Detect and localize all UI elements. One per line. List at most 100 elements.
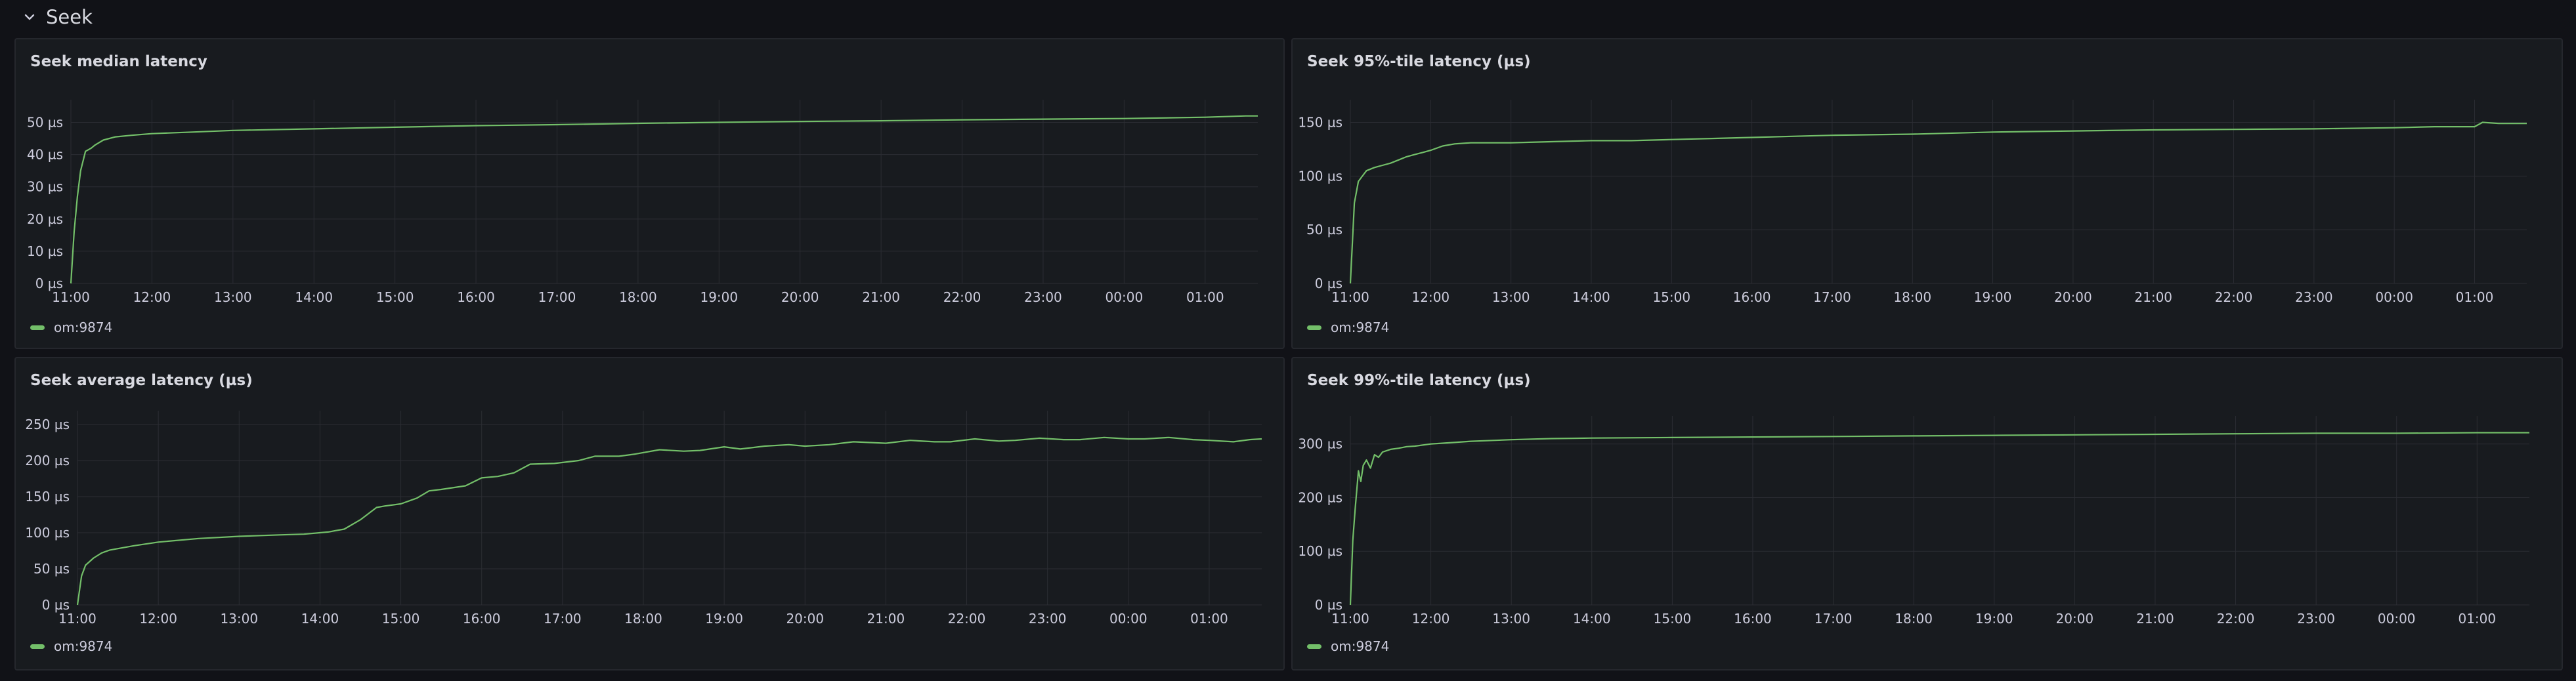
x-tick-label: 16:00: [1734, 611, 1772, 627]
y-tick-label: 0 µs: [1315, 276, 1342, 291]
panel-seek-median-latency[interactable]: Seek median latency 11:00 12:00 13:00 14:00…: [14, 38, 1285, 349]
y-tick-label: 50 µs: [33, 561, 70, 577]
legend-item[interactable]: om:9874: [1307, 318, 1389, 337]
legend-color-swatch: [30, 644, 45, 649]
x-tick-label: 23:00: [1029, 611, 1067, 627]
series-line: [76, 436, 1262, 606]
x-tick-label: 00:00: [2378, 611, 2416, 627]
x-tick-label: 23:00: [1024, 289, 1062, 305]
x-tick-label: 00:00: [1109, 611, 1148, 627]
panel-title[interactable]: Seek 99%-tile latency (µs): [1307, 372, 1531, 389]
y-tick-label: 100 µs: [25, 525, 70, 541]
legend-color-swatch: [30, 325, 45, 330]
y-tick-label: 20 µs: [27, 211, 63, 227]
legend-label: om:9874: [54, 638, 113, 654]
x-tick-label: 17:00: [544, 611, 582, 627]
y-tick-label: 150 µs: [1298, 115, 1342, 131]
series-line: [70, 115, 1258, 284]
x-tick-label: 20:00: [786, 611, 824, 627]
y-tick-label: 0 µs: [35, 276, 63, 291]
x-tick-label: 14:00: [295, 289, 333, 305]
x-tick-label: 12:00: [139, 611, 177, 627]
x-tick-label: 19:00: [705, 611, 743, 627]
panel-title[interactable]: Seek average latency (µs): [30, 372, 253, 389]
x-tick-label: 15:00: [376, 289, 414, 305]
y-tick-label: 300 µs: [1298, 436, 1342, 452]
panel-title[interactable]: Seek median latency: [30, 53, 207, 70]
x-tick-label: 00:00: [2375, 289, 2413, 305]
y-tick-label: 200 µs: [25, 453, 70, 468]
line-chart: 11:00 12:00 13:00 14:00 15:00 16:00 17:00 18:00…: [27, 100, 1258, 305]
y-tick-label: 50 µs: [1306, 222, 1342, 237]
x-tick-label: 17:00: [1814, 611, 1853, 627]
x-tick-label: 22:00: [948, 611, 986, 627]
x-tick-label: 16:00: [1733, 289, 1771, 305]
line-chart: 11:00 12:00 13:00 14:00 15:00 16:00 17:00 18:00…: [25, 411, 1262, 627]
legend-color-swatch: [1307, 325, 1321, 330]
x-tick-label: 19:00: [1974, 289, 2012, 305]
x-tick-label: 21:00: [2134, 289, 2172, 305]
series-line: [1349, 121, 2527, 284]
panel-seek-95-tile-latency[interactable]: Seek 95%-tile latency (µs) 11:00 12:00 13:…: [1291, 38, 2563, 349]
y-tick-label: 0 µs: [42, 597, 70, 613]
x-tick-label: 14:00: [301, 611, 339, 627]
row-header: Seek: [0, 0, 2576, 34]
x-tick-label: 15:00: [1652, 289, 1690, 305]
x-tick-label: 01:00: [2456, 289, 2494, 305]
x-tick-label: 16:00: [457, 289, 495, 305]
x-tick-label: 01:00: [1190, 611, 1228, 627]
y-tick-label: 250 µs: [25, 417, 70, 432]
panel-seek-99-tile-latency[interactable]: Seek 99%-tile latency (µs) 11:00 12:00 13:…: [1291, 357, 2563, 671]
row-title[interactable]: Seek: [46, 6, 93, 28]
x-tick-label: 17:00: [1813, 289, 1851, 305]
legend-item[interactable]: om:9874: [1307, 636, 1389, 656]
x-tick-label: 18:00: [619, 289, 657, 305]
line-chart: 11:00 12:00 13:00 14:00 15:00 16:00 17:00 18:00…: [1298, 416, 2529, 627]
x-tick-label: 15:00: [1654, 611, 1692, 627]
x-tick-label: 17:00: [538, 289, 576, 305]
x-tick-label: 21:00: [2136, 611, 2174, 627]
x-tick-label: 18:00: [1893, 289, 1931, 305]
y-tick-label: 40 µs: [27, 147, 63, 163]
x-tick-label: 01:00: [2458, 611, 2496, 627]
y-tick-label: 100 µs: [1298, 168, 1342, 184]
x-tick-label: 11:00: [1331, 289, 1369, 305]
x-tick-label: 18:00: [1895, 611, 1933, 627]
x-tick-label: 23:00: [2297, 611, 2335, 627]
x-tick-label: 19:00: [1975, 611, 2013, 627]
y-tick-label: 10 µs: [27, 243, 63, 259]
series-line: [1349, 432, 2529, 606]
x-tick-label: 23:00: [2295, 289, 2333, 305]
line-chart: 11:00 12:00 13:00 14:00 15:00 16:00 17:00 18:00…: [1298, 100, 2527, 305]
legend-item[interactable]: om:9874: [30, 318, 112, 337]
x-tick-label: 15:00: [382, 611, 420, 627]
x-tick-label: 13:00: [214, 289, 252, 305]
y-tick-label: 30 µs: [27, 179, 63, 195]
x-tick-label: 21:00: [862, 289, 900, 305]
x-tick-label: 11:00: [52, 289, 90, 305]
x-tick-label: 12:00: [1412, 611, 1450, 627]
x-tick-label: 12:00: [1412, 289, 1450, 305]
x-tick-label: 20:00: [2056, 611, 2094, 627]
x-tick-label: 18:00: [624, 611, 662, 627]
x-tick-label: 20:00: [781, 289, 819, 305]
x-tick-label: 00:00: [1106, 289, 1144, 305]
legend-label: om:9874: [1331, 320, 1390, 335]
x-tick-label: 11:00: [1331, 611, 1369, 627]
panel-seek-average-latency[interactable]: Seek average latency (µs) 11:00 12:00 13:0…: [14, 357, 1285, 671]
x-tick-label: 13:00: [1492, 289, 1530, 305]
legend-label: om:9874: [54, 320, 113, 335]
x-tick-label: 13:00: [220, 611, 258, 627]
x-tick-label: 11:00: [58, 611, 97, 627]
x-tick-label: 14:00: [1572, 289, 1610, 305]
x-tick-label: 22:00: [2217, 611, 2255, 627]
x-tick-label: 19:00: [700, 289, 738, 305]
x-tick-label: 01:00: [1186, 289, 1224, 305]
legend-item[interactable]: om:9874: [30, 636, 112, 656]
y-tick-label: 50 µs: [27, 115, 63, 131]
y-tick-label: 100 µs: [1298, 543, 1342, 559]
x-tick-label: 22:00: [2215, 289, 2253, 305]
chevron-down-icon[interactable]: [21, 9, 38, 26]
panel-title[interactable]: Seek 95%-tile latency (µs): [1307, 53, 1531, 70]
x-tick-label: 20:00: [2054, 289, 2092, 305]
